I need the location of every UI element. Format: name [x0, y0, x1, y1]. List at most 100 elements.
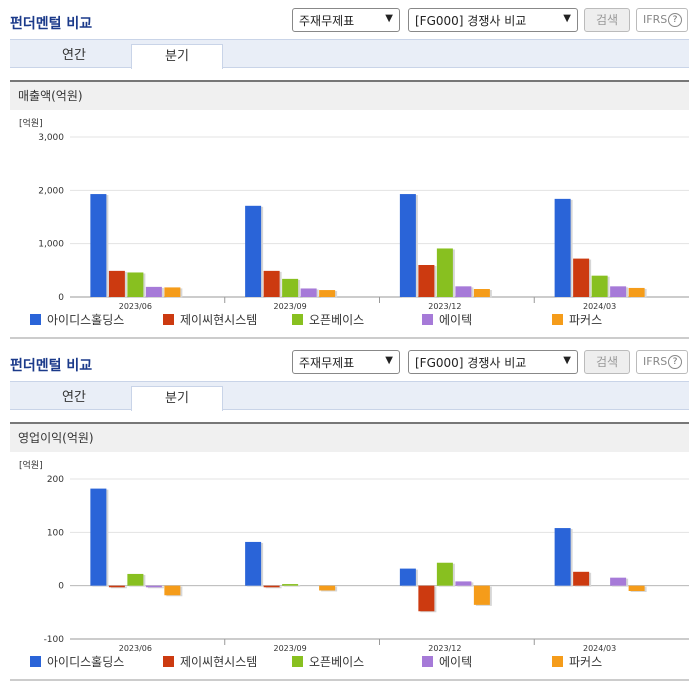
statement-type-select[interactable]: 주재무제표 ▼ [292, 8, 400, 32]
bar-shadow [110, 586, 127, 589]
legend-item[interactable]: 에이텍 [422, 654, 472, 670]
bar-오픈베이스 [282, 584, 299, 586]
legend-swatch [552, 314, 563, 325]
bar-아이디스홀딩스 [554, 198, 571, 297]
bar-shadow [265, 586, 282, 589]
legend-item[interactable]: 아이디스홀딩스 [30, 654, 124, 670]
legend-swatch [30, 314, 41, 325]
peer-group-select[interactable]: [FG000] 경쟁사 비교 ▼ [408, 350, 578, 374]
legend-label: 파커스 [569, 313, 603, 327]
legend-item[interactable]: 제이씨현시스템 [163, 654, 257, 670]
y-tick-label: 3,000 [38, 133, 64, 143]
legend-item[interactable]: 아이디스홀딩스 [30, 312, 124, 328]
y-tick-label: 200 [47, 475, 64, 485]
chevron-down-icon: ▼ [385, 355, 393, 366]
bar-제이씨현시스템 [573, 571, 590, 586]
chevron-down-icon: ▼ [563, 355, 571, 366]
bar-오픈베이스 [282, 278, 299, 297]
operating-profit-chart: [억원] 200 100 0 -100 2023/06 2023/09 2023/12 2024… [19, 459, 689, 653]
chevron-down-icon: ▼ [385, 13, 393, 24]
bar-오픈베이스 [127, 272, 144, 297]
tab-quarter[interactable]: 분기 [131, 44, 223, 69]
bar-파커스 [473, 585, 490, 605]
y-tick-label: 2,000 [38, 186, 64, 196]
legend-item[interactable]: 파커스 [552, 654, 602, 670]
bar-에이텍 [145, 286, 162, 297]
legend-swatch [422, 656, 433, 667]
legend-label: 제이씨현시스템 [180, 313, 258, 327]
legend-swatch [163, 314, 174, 325]
legend-label: 오픈베이스 [309, 313, 365, 327]
search-button[interactable]: 검색 [584, 350, 630, 374]
bar-제이씨현시스템 [108, 270, 125, 297]
chart-legend: 아이디스홀딩스 제이씨현시스템 오픈베이스 에이텍 파커스 [30, 654, 670, 670]
legend-item[interactable]: 파커스 [552, 312, 602, 328]
x-tick-label: 2023/12 [428, 644, 461, 653]
bar-제이씨현시스템 [263, 585, 280, 588]
legend-swatch [30, 656, 41, 667]
x-tick-label: 2023/12 [428, 302, 461, 311]
bar-파커스 [319, 585, 336, 591]
bar-에이텍 [610, 577, 627, 586]
bar-에이텍 [300, 288, 317, 297]
chart-title: 매출액(억원) [10, 80, 689, 110]
legend-swatch [292, 656, 303, 667]
legend-label: 아이디스홀딩스 [47, 655, 125, 669]
bar-에이텍 [455, 286, 472, 297]
y-tick-label: -100 [44, 635, 65, 645]
bar-아이디스홀딩스 [90, 488, 107, 586]
statement-type-select[interactable]: 주재무제표 ▼ [292, 350, 400, 374]
y-tick-label: 100 [47, 528, 64, 538]
bar-파커스 [628, 287, 645, 297]
bar-shadow [284, 585, 301, 587]
peer-group-select[interactable]: [FG000] 경쟁사 비교 ▼ [408, 8, 578, 32]
tab-quarter[interactable]: 분기 [131, 386, 223, 411]
bar-제이씨현시스템 [418, 585, 435, 612]
section-title: 펀더멘털 비교 [10, 16, 93, 32]
bar-제이씨현시스템 [108, 585, 125, 588]
bar-파커스 [164, 585, 181, 596]
help-icon[interactable]: ? [668, 355, 682, 369]
divider [10, 679, 689, 681]
legend-label: 아이디스홀딩스 [47, 313, 125, 327]
tab-annual[interactable]: 연간 [62, 390, 86, 405]
legend-item[interactable]: 오픈베이스 [292, 654, 364, 670]
tab-annual[interactable]: 연간 [62, 48, 86, 63]
peer-group-value: [FG000] 경쟁사 비교 [415, 356, 527, 370]
x-tick-label: 2024/03 [583, 644, 616, 653]
peer-group-value: [FG000] 경쟁사 비교 [415, 14, 527, 28]
legend-item[interactable]: 오픈베이스 [292, 312, 364, 328]
legend-label: 파커스 [569, 655, 603, 669]
help-icon[interactable]: ? [668, 13, 682, 27]
bar-오픈베이스 [436, 562, 453, 586]
bar-파커스 [164, 287, 181, 297]
period-tabs: 연간 분기 [10, 39, 689, 69]
legend-item[interactable]: 에이텍 [422, 312, 472, 328]
y-tick-label: 0 [58, 582, 64, 592]
chevron-down-icon: ▼ [563, 13, 571, 24]
bar-제이씨현시스템 [573, 258, 590, 297]
fundamental-compare-section-1: 펀더멘털 비교 주재무제표 ▼ [FG000] 경쟁사 비교 ▼ 검색 IFRS… [10, 8, 689, 339]
ifrs-label: IFRS [643, 13, 668, 26]
bar-제이씨현시스템 [418, 265, 435, 297]
bar-파커스 [473, 289, 490, 297]
section-title: 펀더멘털 비교 [10, 358, 93, 374]
bar-아이디스홀딩스 [90, 194, 107, 297]
legend-label: 에이텍 [439, 313, 473, 327]
bar-아이디스홀딩스 [554, 528, 571, 586]
legend-label: 오픈베이스 [309, 655, 365, 669]
legend-item[interactable]: 제이씨현시스템 [163, 312, 257, 328]
legend-swatch [422, 314, 433, 325]
search-button[interactable]: 검색 [584, 8, 630, 32]
y-unit-label: [억원] [19, 459, 43, 471]
bar-제이씨현시스템 [263, 270, 280, 297]
legend-swatch [292, 314, 303, 325]
period-tabs: 연간 분기 [10, 381, 689, 411]
y-tick-label: 0 [58, 293, 64, 303]
ifrs-button[interactable]: IFRS ? [636, 8, 688, 32]
bar-아이디스홀딩스 [245, 541, 262, 586]
bar-아이디스홀딩스 [399, 194, 416, 297]
ifrs-button[interactable]: IFRS ? [636, 350, 688, 374]
bar-아이디스홀딩스 [399, 568, 416, 586]
x-tick-label: 2023/06 [119, 644, 152, 653]
